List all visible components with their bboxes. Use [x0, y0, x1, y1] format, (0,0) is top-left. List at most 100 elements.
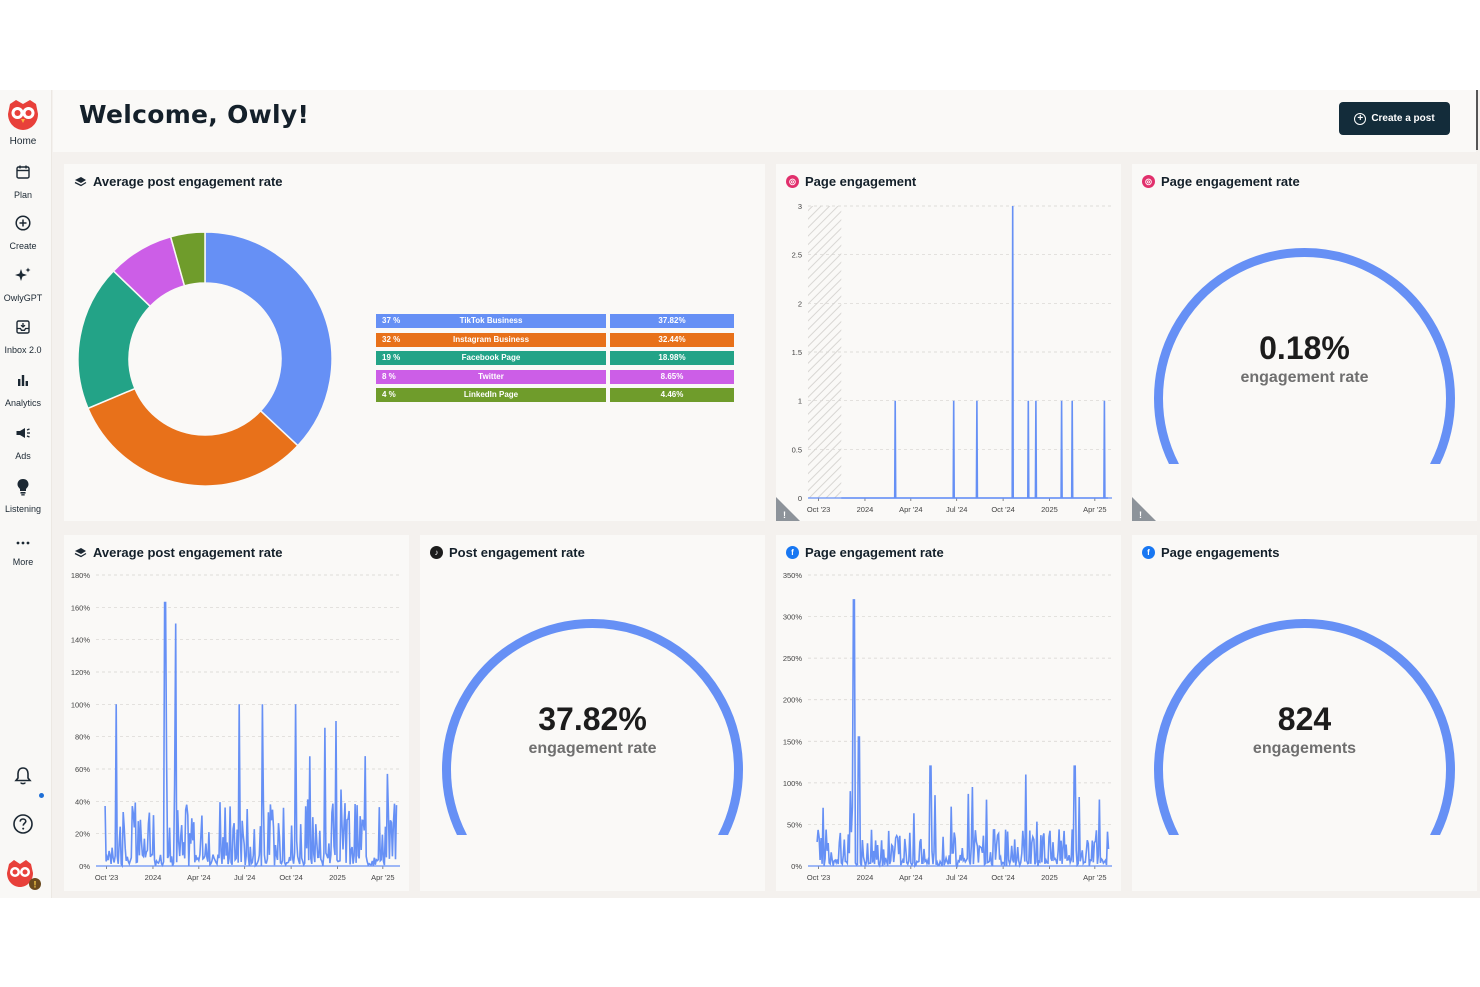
legend-share: 32 % — [376, 332, 606, 347]
sidebar-item-label: OwlyGPT — [3, 293, 43, 303]
sidebar-item-label: Listening — [4, 504, 42, 514]
sidebar-item-analytics[interactable]: Analytics — [0, 372, 46, 408]
avg-post-engagement-donut-card: Average post engagement rate 37 % TikTok … — [64, 164, 765, 521]
help-icon — [0, 813, 46, 835]
gauge-value: 824 — [1277, 701, 1332, 737]
page-engagements-fb-card: f Page engagements 824 engagements — [1132, 535, 1477, 891]
card-title: ◎ Page engagement — [786, 174, 916, 189]
gauge-arc — [442, 619, 743, 835]
svg-text:!: ! — [34, 880, 37, 890]
sidebar-item-owlygpt[interactable]: OwlyGPT — [0, 267, 46, 303]
card-title: f Page engagements — [1142, 545, 1280, 560]
card-title-text: Page engagements — [1161, 545, 1280, 560]
y-tick-label: 1 — [798, 397, 802, 406]
data-series-line — [816, 599, 1110, 869]
account-avatar[interactable]: ! — [0, 856, 46, 892]
create-post-button[interactable]: + Create a post — [1339, 102, 1450, 135]
bar-chart-icon — [0, 372, 46, 394]
y-tick-label: 2 — [798, 299, 802, 308]
x-tick-label: 2025 — [1041, 873, 1058, 882]
lightbulb-icon — [0, 478, 46, 500]
card-title-text: Post engagement rate — [449, 545, 585, 560]
help-button[interactable] — [0, 813, 46, 835]
x-tick-label: 2024 — [857, 505, 874, 514]
y-tick-label: 60% — [75, 765, 90, 774]
x-tick-label: Apr '24 — [899, 873, 923, 882]
donut-slice-linkedin-page — [169, 231, 206, 287]
x-tick-label: Apr '25 — [1083, 873, 1107, 882]
gauge-label: engagement rate — [528, 740, 657, 757]
warning-icon[interactable] — [776, 497, 800, 521]
notifications-button[interactable] — [0, 766, 46, 798]
all-networks-icon — [74, 177, 87, 187]
warning-icon[interactable] — [1132, 497, 1156, 521]
y-tick-label: 250% — [783, 654, 803, 663]
x-tick-label: Apr '24 — [187, 873, 211, 882]
legend-value: 32.44% — [610, 332, 734, 347]
warning-mark: ! — [1139, 510, 1142, 520]
sidebar-item-more[interactable]: More — [0, 531, 46, 567]
card-title-text: Average post engagement rate — [93, 545, 283, 560]
y-tick-label: 180% — [71, 571, 91, 580]
gauge-arc — [1154, 619, 1455, 835]
legend-row: 4 % LinkedIn Page 4.46% — [376, 388, 736, 402]
legend-label: Instagram Business — [452, 334, 530, 344]
x-tick-label: Jul '24 — [234, 873, 255, 882]
gauge-arc — [1154, 248, 1455, 464]
warning-mark: ! — [783, 510, 786, 520]
megaphone-icon — [0, 425, 46, 447]
donut-legend: 37 % TikTok Business 37.82% 32 % Instagram B… — [376, 314, 736, 406]
y-tick-label: 200% — [783, 696, 803, 705]
page-title: Welcome, Owly! — [79, 100, 310, 129]
tiktok-icon: ♪ — [430, 546, 443, 559]
y-tick-label: 0% — [791, 862, 802, 871]
x-tick-label: Oct '23 — [807, 505, 831, 514]
post-engagement-rate-tt-card: ♪ Post engagement rate 37.82% engagement… — [420, 535, 765, 891]
x-tick-label: Oct '24 — [991, 873, 1015, 882]
gauge-label: engagements — [1252, 740, 1357, 757]
y-tick-label: 50% — [787, 820, 802, 829]
legend-label: LinkedIn Page — [463, 390, 519, 399]
scrollbar[interactable] — [1476, 90, 1478, 150]
y-tick-label: 0.5 — [792, 445, 802, 454]
sidebar-item-label: Inbox 2.0 — [4, 345, 42, 355]
sidebar-item-plan[interactable]: Plan — [0, 164, 46, 200]
y-tick-label: 300% — [783, 613, 803, 622]
card-title: f Page engagement rate — [786, 545, 944, 560]
sidebar-item-label: Plan — [13, 190, 32, 200]
y-tick-label: 3 — [798, 202, 802, 211]
y-tick-label: 80% — [75, 733, 90, 742]
plus-circle-icon: + — [1354, 112, 1367, 125]
instagram-icon: ◎ — [1142, 175, 1155, 188]
notification-dot — [39, 793, 44, 798]
x-tick-label: 2024 — [145, 873, 162, 882]
x-tick-label: Jul '24 — [946, 873, 967, 882]
sidebar-item-home[interactable]: Home — [0, 96, 46, 147]
sidebar-item-inbox[interactable]: Inbox 2.0 — [0, 319, 46, 355]
x-tick-label: Oct '23 — [807, 873, 831, 882]
no-data-region — [808, 206, 842, 498]
sidebar-item-listening[interactable]: Listening — [0, 478, 46, 514]
page-engagement-rate-fb-card: f Page engagement rate 0% 50% 100% 150% 200%… — [776, 535, 1121, 891]
page-engagement-rate-ig-card: ◎ Page engagement rate 0.18% engagement … — [1132, 164, 1477, 521]
sidebar-item-label: Analytics — [4, 398, 41, 408]
x-tick-label: 2025 — [1041, 505, 1058, 514]
sparkle-icon — [0, 267, 46, 289]
y-tick-label: 100% — [71, 700, 91, 709]
sidebar-item-label: Create — [9, 241, 37, 251]
y-tick-label: 1.5 — [792, 348, 802, 357]
y-tick-label: 150% — [783, 737, 803, 746]
sidebar-item-label: Ads — [15, 451, 31, 461]
sidebar-item-create[interactable]: Create — [0, 215, 46, 251]
card-title-text: Page engagement rate — [1161, 174, 1300, 189]
card-title-text: Average post engagement rate — [93, 174, 283, 189]
plus-circle-icon — [0, 215, 46, 237]
page-header: Welcome, Owly! + Create a post — [53, 90, 1476, 152]
x-tick-label: Jul '24 — [946, 505, 967, 514]
y-tick-label: 350% — [783, 571, 803, 580]
gauge-value: 37.82% — [538, 701, 647, 737]
legend-share: 19 % — [376, 351, 606, 365]
x-tick-label: 2025 — [329, 873, 346, 882]
legend-value: 4.46% — [610, 388, 734, 402]
sidebar-item-ads[interactable]: Ads — [0, 425, 46, 461]
